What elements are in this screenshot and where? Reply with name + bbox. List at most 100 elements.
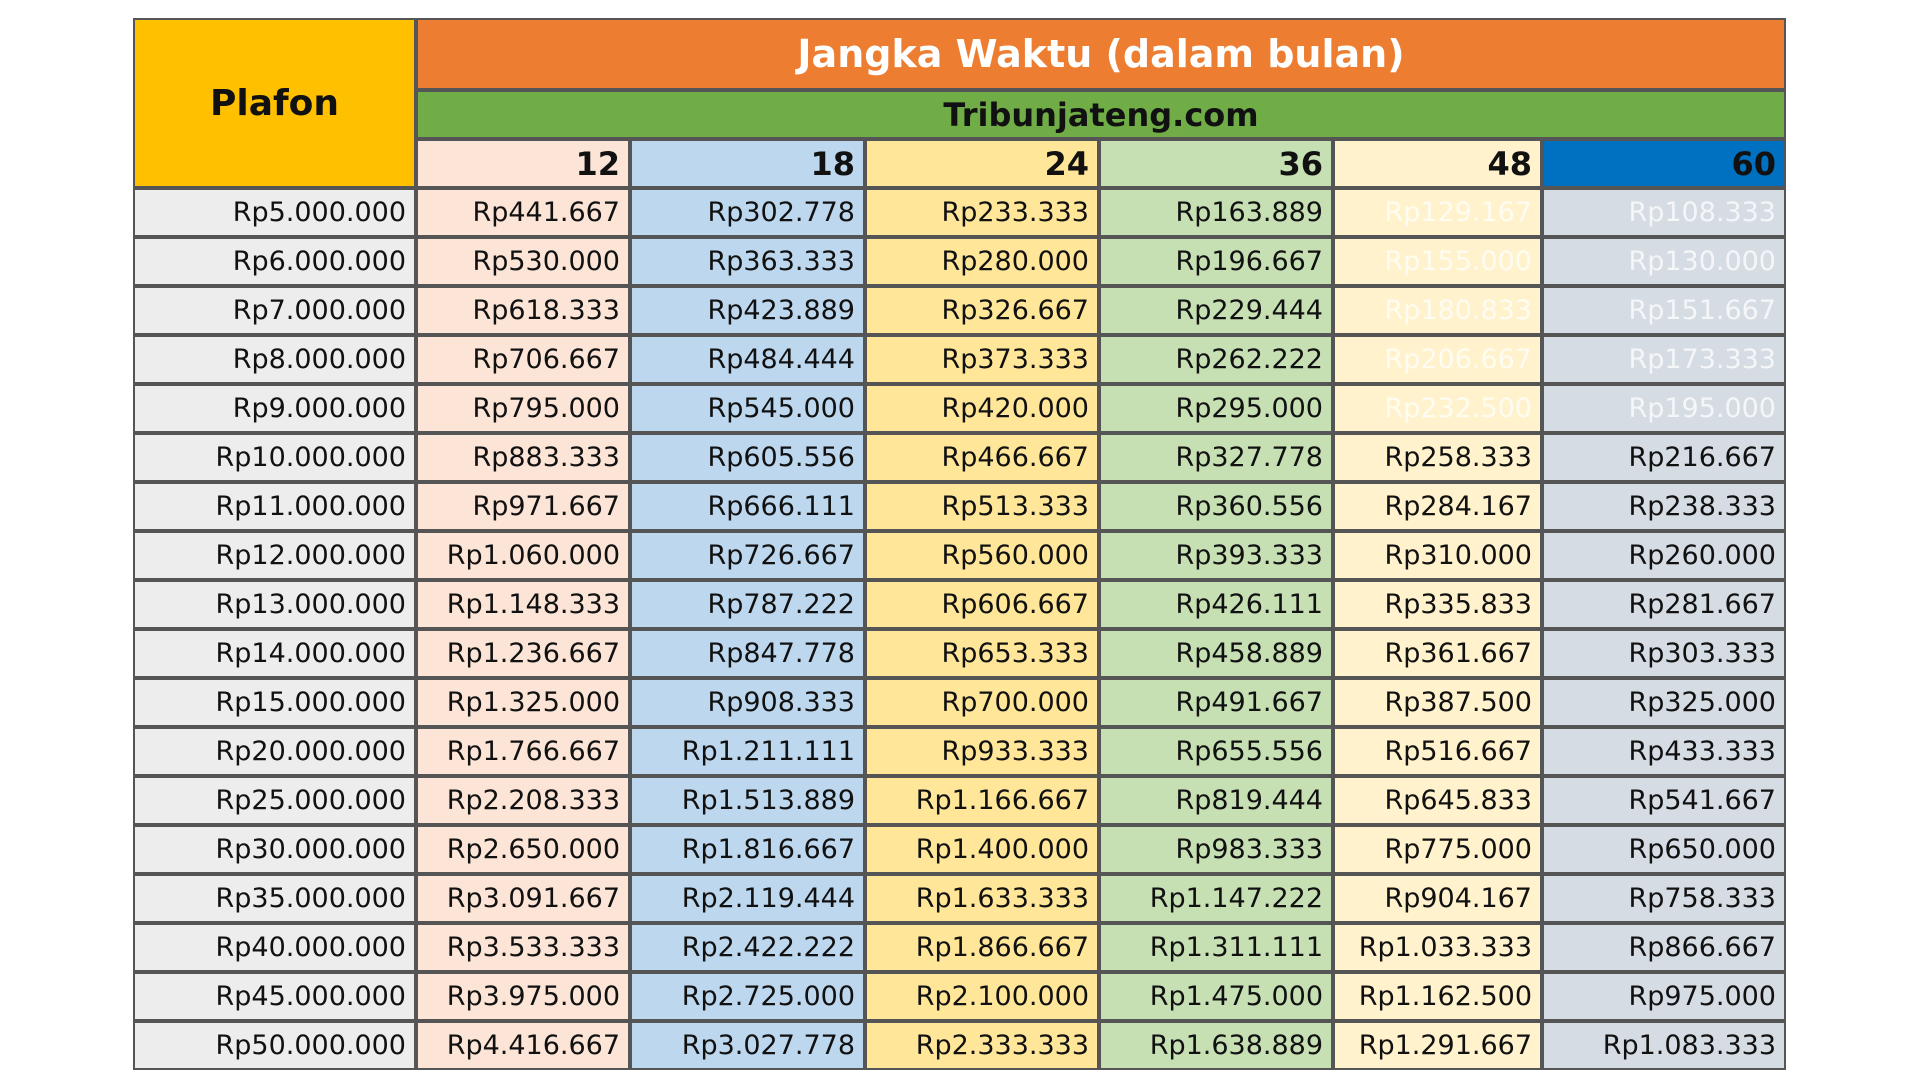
installment-cell: Rp560.000: [865, 531, 1099, 580]
installment-cell: Rp258.333: [1333, 433, 1542, 482]
plafon-cell: Rp35.000.000: [133, 874, 416, 923]
installment-cell: Rp233.333: [865, 188, 1099, 237]
installment-cell: Rp1.162.500: [1333, 972, 1542, 1021]
installment-cell: Rp2.422.222: [630, 923, 865, 972]
installment-cell: Rp155.000: [1333, 237, 1542, 286]
installment-cell: Rp933.333: [865, 727, 1099, 776]
installment-cell: Rp262.222: [1099, 335, 1333, 384]
plafon-cell: Rp6.000.000: [133, 237, 416, 286]
installment-cell: Rp281.667: [1542, 580, 1786, 629]
installment-cell: Rp2.119.444: [630, 874, 865, 923]
installment-cell: Rp441.667: [416, 188, 630, 237]
plafon-cell: Rp11.000.000: [133, 482, 416, 531]
plafon-cell: Rp12.000.000: [133, 531, 416, 580]
plafon-cell: Rp5.000.000: [133, 188, 416, 237]
installment-cell: Rp484.444: [630, 335, 865, 384]
installment-cell: Rp196.667: [1099, 237, 1333, 286]
installment-cell: Rp666.111: [630, 482, 865, 531]
installment-cell: Rp325.000: [1542, 678, 1786, 727]
installment-cell: Rp606.667: [865, 580, 1099, 629]
plafon-cell: Rp13.000.000: [133, 580, 416, 629]
installment-cell: Rp1.236.667: [416, 629, 630, 678]
installment-cell: Rp1.400.000: [865, 825, 1099, 874]
installment-cell: Rp327.778: [1099, 433, 1333, 482]
installment-cell: Rp3.027.778: [630, 1021, 865, 1070]
installment-cell: Rp151.667: [1542, 286, 1786, 335]
installment-cell: Rp216.667: [1542, 433, 1786, 482]
installment-cell: Rp195.000: [1542, 384, 1786, 433]
plafon-cell: Rp20.000.000: [133, 727, 416, 776]
plafon-cell: Rp14.000.000: [133, 629, 416, 678]
installment-cell: Rp3.091.667: [416, 874, 630, 923]
installment-cell: Rp908.333: [630, 678, 865, 727]
term-header: 60: [1542, 139, 1786, 188]
term-header: 48: [1333, 139, 1542, 188]
installment-cell: Rp1.291.667: [1333, 1021, 1542, 1070]
installment-cell: Rp1.083.333: [1542, 1021, 1786, 1070]
installment-cell: Rp883.333: [416, 433, 630, 482]
installment-cell: Rp819.444: [1099, 776, 1333, 825]
installment-cell: Rp363.333: [630, 237, 865, 286]
installment-cell: Rp618.333: [416, 286, 630, 335]
installment-cell: Rp1.033.333: [1333, 923, 1542, 972]
term-header: 24: [865, 139, 1099, 188]
plafon-cell: Rp7.000.000: [133, 286, 416, 335]
installment-cell: Rp516.667: [1333, 727, 1542, 776]
installment-cell: Rp795.000: [416, 384, 630, 433]
source: Tribunjateng.com: [416, 90, 1786, 139]
installment-cell: Rp1.166.667: [865, 776, 1099, 825]
installment-cell: Rp420.000: [865, 384, 1099, 433]
installment-cell: Rp787.222: [630, 580, 865, 629]
installment-cell: Rp466.667: [865, 433, 1099, 482]
installment-cell: Rp229.444: [1099, 286, 1333, 335]
installment-cell: Rp904.167: [1333, 874, 1542, 923]
installment-cell: Rp206.667: [1333, 335, 1542, 384]
installment-cell: Rp426.111: [1099, 580, 1333, 629]
installment-cell: Rp2.208.333: [416, 776, 630, 825]
installment-cell: Rp545.000: [630, 384, 865, 433]
installment-cell: Rp173.333: [1542, 335, 1786, 384]
term-header: 36: [1099, 139, 1333, 188]
plafon-cell: Rp30.000.000: [133, 825, 416, 874]
installment-cell: Rp1.766.667: [416, 727, 630, 776]
plafon-cell: Rp40.000.000: [133, 923, 416, 972]
installment-cell: Rp1.866.667: [865, 923, 1099, 972]
installment-cell: Rp775.000: [1333, 825, 1542, 874]
installment-cell: Rp280.000: [865, 237, 1099, 286]
installment-cell: Rp1.147.222: [1099, 874, 1333, 923]
installment-cell: Rp1.311.111: [1099, 923, 1333, 972]
installment-cell: Rp163.889: [1099, 188, 1333, 237]
installment-cell: Rp1.211.111: [630, 727, 865, 776]
installment-cell: Rp1.060.000: [416, 531, 630, 580]
installment-cell: Rp108.333: [1542, 188, 1786, 237]
installment-cell: Rp295.000: [1099, 384, 1333, 433]
installment-cell: Rp238.333: [1542, 482, 1786, 531]
installment-cell: Rp180.833: [1333, 286, 1542, 335]
installment-cell: Rp2.725.000: [630, 972, 865, 1021]
installment-cell: Rp3.533.333: [416, 923, 630, 972]
plafon-cell: Rp8.000.000: [133, 335, 416, 384]
installment-cell: Rp1.148.333: [416, 580, 630, 629]
installment-cell: Rp360.556: [1099, 482, 1333, 531]
installment-cell: Rp129.167: [1333, 188, 1542, 237]
installment-cell: Rp373.333: [865, 335, 1099, 384]
installment-cell: Rp458.889: [1099, 629, 1333, 678]
installment-cell: Rp653.333: [865, 629, 1099, 678]
installment-cell: Rp2.100.000: [865, 972, 1099, 1021]
installment-cell: Rp491.667: [1099, 678, 1333, 727]
installment-cell: Rp387.500: [1333, 678, 1542, 727]
installment-cell: Rp1.475.000: [1099, 972, 1333, 1021]
installment-cell: Rp433.333: [1542, 727, 1786, 776]
installment-cell: Rp866.667: [1542, 923, 1786, 972]
installment-cell: Rp758.333: [1542, 874, 1786, 923]
installment-cell: Rp423.889: [630, 286, 865, 335]
installment-cell: Rp650.000: [1542, 825, 1786, 874]
installment-cell: Rp847.778: [630, 629, 865, 678]
installment-cell: Rp302.778: [630, 188, 865, 237]
installment-cell: Rp983.333: [1099, 825, 1333, 874]
installment-cell: Rp326.667: [865, 286, 1099, 335]
installment-cell: Rp232.500: [1333, 384, 1542, 433]
installment-cell: Rp971.667: [416, 482, 630, 531]
installment-cell: Rp2.333.333: [865, 1021, 1099, 1070]
installment-cell: Rp645.833: [1333, 776, 1542, 825]
